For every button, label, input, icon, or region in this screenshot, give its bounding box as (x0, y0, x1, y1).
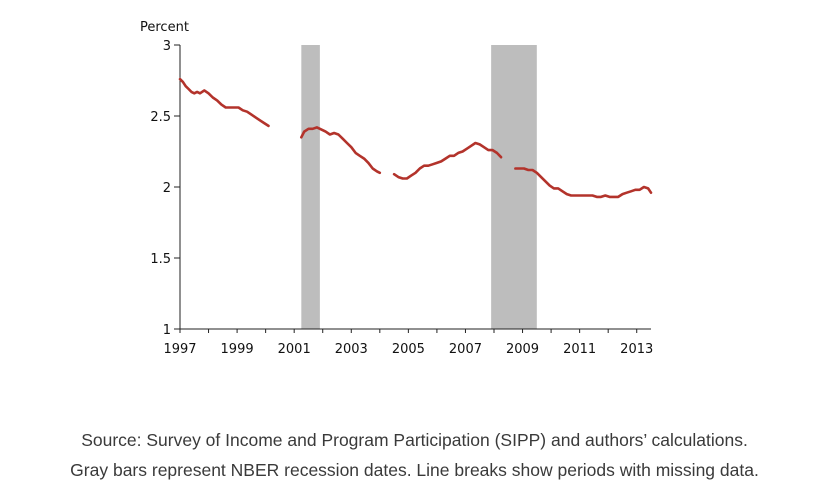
series-line-segment (514, 167, 653, 199)
y-tick-label: 1 (163, 323, 171, 338)
x-tick-label: 2005 (392, 342, 425, 357)
series-line-segment (178, 77, 270, 128)
x-tick-label: 1997 (163, 342, 196, 357)
y-tick-label: 2.5 (150, 110, 171, 125)
source-caption: Source: Survey of Income and Program Par… (81, 430, 748, 450)
recession-note-caption: Gray bars represent NBER recession dates… (70, 460, 759, 480)
axes: 1 1.5 2 2.5 3 1997 1999 2001 2003 2005 2007 2009 201… (150, 39, 653, 357)
x-tick-label: 1999 (221, 342, 254, 357)
recession-bar (491, 45, 537, 329)
series-line-segment (300, 126, 382, 175)
recession-bar (301, 45, 320, 329)
x-tick-label: 2007 (449, 342, 482, 357)
x-tick-label: 2003 (335, 342, 368, 357)
x-tick-label: 2001 (278, 342, 311, 357)
x-tick-label: 2011 (563, 342, 596, 357)
line-series (178, 77, 653, 199)
y-tick-label: 2 (163, 181, 171, 196)
recession-bars (301, 45, 537, 329)
y-axis-label: Percent (140, 20, 189, 35)
chart: 1 1.5 2 2.5 3 1997 1999 2001 2003 2005 2007 2009 201… (140, 20, 653, 357)
series-line-segment (392, 141, 503, 180)
x-tick-label: 2013 (620, 342, 653, 357)
x-tick-label: 2009 (506, 342, 539, 357)
y-tick-label: 3 (163, 39, 171, 54)
y-tick-label: 1.5 (150, 252, 171, 267)
